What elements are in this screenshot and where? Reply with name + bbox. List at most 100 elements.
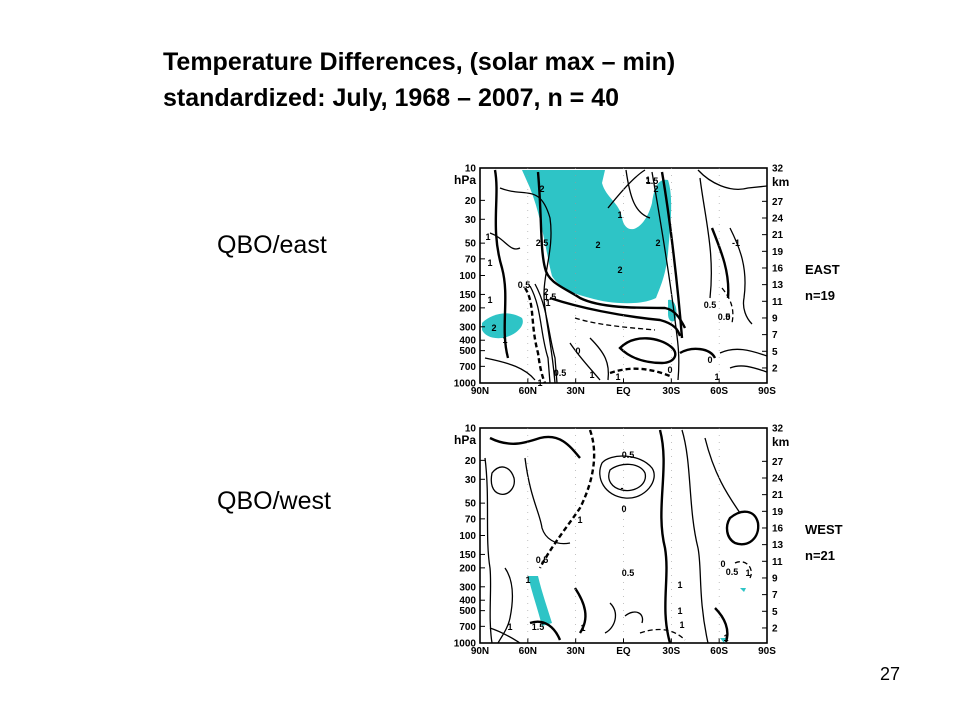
y-tick-label: 50: [465, 239, 477, 250]
km-tick-label: 16: [772, 263, 784, 274]
y-tick-label: 400: [459, 336, 476, 347]
contour-plot-west: 10203050701001502003004005007001000hPa32…: [454, 424, 843, 658]
contour-line: [609, 367, 671, 378]
contour-line: [604, 602, 617, 634]
contour-value-label: 1: [580, 623, 585, 633]
contour-line: [697, 169, 768, 190]
x-tick-label: 30S: [662, 386, 680, 397]
contour-value-label: 2: [539, 184, 544, 194]
contour-value-label: 2: [543, 287, 548, 297]
km-tick-label: 2: [772, 363, 778, 374]
km-axis-unit: km: [772, 175, 789, 189]
contour-value-label: 1: [507, 622, 512, 632]
y-tick-label: 400: [459, 596, 476, 607]
y-tick-label: 70: [465, 514, 477, 525]
km-tick-label: 16: [772, 523, 784, 534]
contour-value-label: 1: [714, 372, 719, 382]
contour-line: [499, 187, 556, 384]
x-tick-label: 30S: [662, 646, 680, 657]
contour-line: [639, 628, 686, 641]
contour-value-label: 0.5: [518, 280, 531, 290]
contour-value-label: 1: [677, 606, 682, 616]
x-tick-label: EQ: [616, 646, 631, 657]
shaded-region: [482, 313, 523, 339]
contour-line: [660, 171, 684, 339]
contour-line: [608, 463, 647, 492]
x-tick-label: 60S: [710, 646, 728, 657]
km-tick-label: 9: [772, 573, 778, 584]
panel-label-west: QBO/west: [217, 487, 331, 515]
contour-value-label: 0.5: [622, 568, 635, 578]
contour-value-label: 1: [487, 295, 492, 305]
x-tick-label: 90N: [471, 386, 489, 397]
contour-value-label: 2.5: [536, 238, 549, 248]
y-tick-label: 200: [459, 303, 476, 314]
contour-value-label: -: [621, 483, 624, 493]
contour-line: [574, 317, 656, 331]
contour-line: [725, 510, 760, 546]
contour-line: [549, 296, 682, 337]
contour-line: [523, 287, 547, 384]
sample-size-label: n=21: [805, 548, 835, 563]
contour-line: [651, 171, 680, 381]
km-tick-label: 5: [772, 347, 778, 358]
y-tick-label: 100: [459, 531, 476, 542]
contour-line: [721, 287, 734, 324]
contour-line: [489, 232, 521, 250]
title-line-1: Temperature Differences, (solar max – mi…: [163, 48, 676, 76]
contour-line: [729, 227, 753, 325]
contour-value-label: 1: [645, 175, 650, 185]
contour-line: [489, 435, 581, 459]
contour-line: [589, 337, 610, 381]
contour-line: [574, 587, 587, 634]
y-tick-label: 20: [465, 196, 477, 207]
y-tick-label: 500: [459, 606, 476, 617]
shaded-region: [528, 576, 552, 626]
x-tick-label: 90N: [471, 646, 489, 657]
contour-value-label: 2: [617, 265, 622, 275]
contour-line: [618, 337, 677, 365]
x-tick-label: 30N: [566, 646, 584, 657]
km-tick-label: 27: [772, 457, 784, 468]
contour-value-label: 1: [677, 580, 682, 590]
km-tick-label: 2: [772, 623, 778, 634]
shaded-region: [740, 588, 746, 592]
contour-value-label: 1.5: [646, 176, 659, 186]
contour-value-label: 0: [707, 355, 712, 365]
contour-line: [524, 457, 571, 545]
slide-title: Temperature Differences, (solar max – mi…: [163, 44, 903, 116]
y-axis-unit: hPa: [454, 173, 476, 187]
contour-value-label: 1: [537, 378, 542, 388]
y-tick-label: 1000: [454, 639, 477, 650]
contour-value-label: 1: [502, 335, 507, 345]
y-tick-label: 300: [459, 582, 476, 593]
contour-line: [625, 169, 651, 219]
contour-line: [699, 177, 712, 299]
contour-value-label: 1: [745, 568, 750, 578]
contour-value-label: 1: [679, 620, 684, 630]
y-tick-label: 500: [459, 346, 476, 357]
shaded-region: [720, 638, 726, 643]
contour-value-label: 1: [485, 232, 490, 242]
contour-value-label: 1.5: [544, 292, 557, 302]
contour-line: [529, 620, 562, 641]
contour-line: [729, 365, 768, 373]
contour-value-label: 1: [617, 210, 622, 220]
contour-line: [493, 169, 510, 359]
y-tick-label: 10: [465, 164, 477, 175]
y-tick-label: 30: [465, 475, 477, 486]
km-tick-label: 13: [772, 540, 784, 551]
contour-value-label: 0: [725, 312, 730, 322]
km-tick-label: 11: [772, 557, 783, 568]
km-tick-label: 7: [772, 590, 778, 601]
km-tick-label: 7: [772, 330, 778, 341]
y-axis-unit: hPa: [454, 433, 476, 447]
contour-value-label: 1: [487, 258, 492, 268]
km-tick-label: 19: [772, 247, 784, 258]
sample-size-label: n=19: [805, 288, 835, 303]
y-tick-label: 700: [459, 622, 476, 633]
km-axis-unit: km: [772, 435, 789, 449]
contour-value-label: 1: [545, 298, 550, 308]
contour-line: [679, 347, 717, 359]
contour-line: [484, 357, 536, 381]
